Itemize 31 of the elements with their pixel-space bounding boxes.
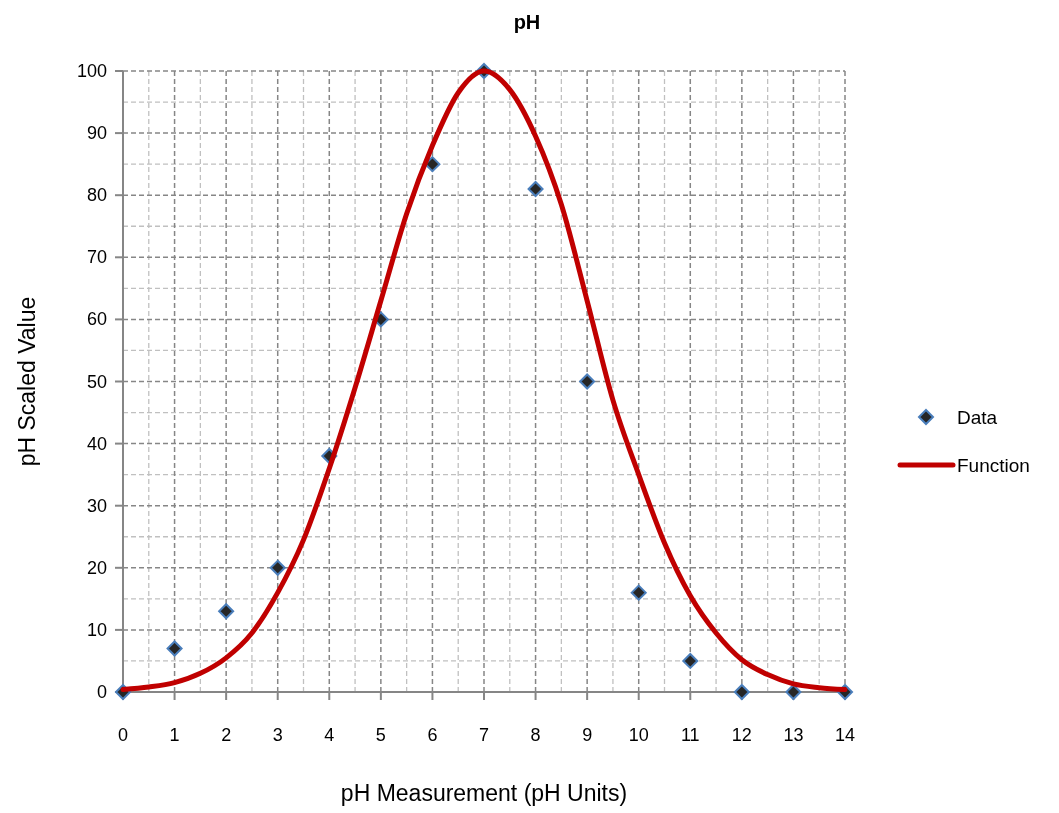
x-tick-label: 3 — [272, 725, 283, 745]
x-tick-label: 4 — [324, 725, 335, 745]
x-tick-label: 14 — [834, 725, 856, 745]
x-tick-label: 2 — [221, 725, 232, 745]
legend-label: Data — [957, 406, 998, 428]
x-tick-label: 8 — [530, 725, 541, 745]
x-tick-label: 11 — [680, 725, 700, 745]
chart-title: pH — [513, 11, 541, 33]
y-axis-title: pH Scaled Value — [14, 296, 40, 467]
x-tick-label: 0 — [117, 725, 129, 745]
y-tick-label: 0 — [96, 682, 107, 702]
y-tick-label: 80 — [86, 185, 107, 206]
y-tick-label: 70 — [86, 247, 107, 268]
y-tick-label: 50 — [86, 371, 107, 392]
y-tick-label: 100 — [76, 61, 107, 81]
legend-label: Function — [957, 454, 1030, 476]
x-tick-label: 12 — [731, 725, 752, 745]
x-tick-label: 7 — [478, 725, 490, 745]
y-tick-label: 60 — [86, 309, 107, 330]
x-axis-title: pH Measurement (pH Units) — [340, 780, 628, 806]
x-tick-label: 13 — [783, 725, 804, 745]
y-tick-label: 20 — [86, 557, 107, 578]
x-tick-label: 1 — [169, 725, 180, 745]
x-tick-label: 10 — [628, 725, 649, 745]
y-tick-label: 90 — [86, 123, 107, 144]
x-tick-label: 9 — [582, 725, 593, 745]
y-tick-label: 30 — [86, 495, 107, 516]
y-tick-label: 40 — [86, 433, 107, 454]
x-tick-label: 6 — [427, 725, 438, 745]
x-tick-label: 5 — [375, 725, 386, 745]
y-tick-label: 10 — [86, 619, 107, 640]
